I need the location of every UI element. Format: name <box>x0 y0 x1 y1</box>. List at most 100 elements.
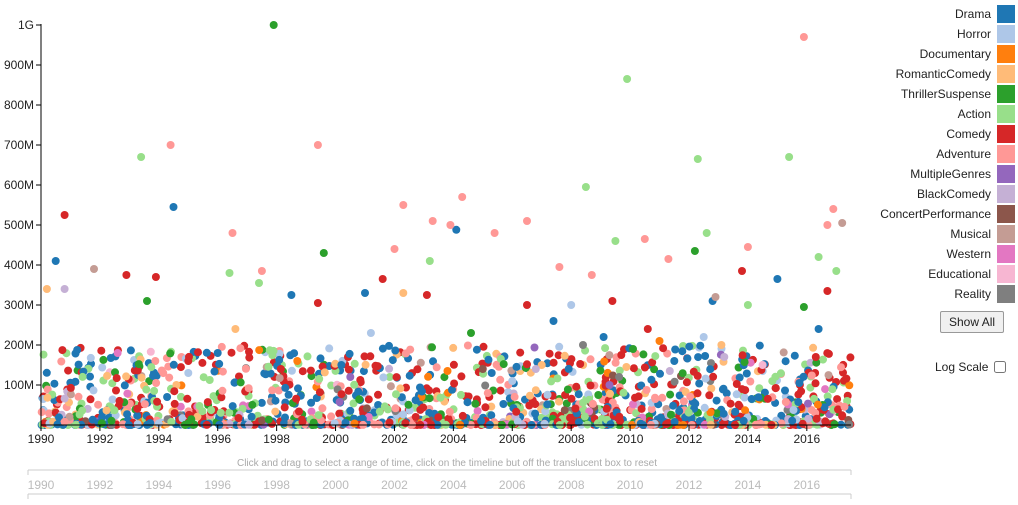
data-point[interactable] <box>602 404 611 413</box>
data-point[interactable] <box>294 384 302 393</box>
data-point[interactable] <box>137 153 146 161</box>
data-point[interactable] <box>840 402 849 411</box>
data-point[interactable] <box>683 354 692 363</box>
data-point[interactable] <box>579 341 587 349</box>
data-point[interactable] <box>758 361 767 369</box>
data-point[interactable] <box>467 329 475 337</box>
data-point[interactable] <box>564 364 573 373</box>
data-point[interactable] <box>720 353 729 361</box>
data-point[interactable] <box>422 291 431 299</box>
data-point[interactable] <box>637 404 646 413</box>
data-point[interactable] <box>746 358 755 367</box>
data-point[interactable] <box>622 363 631 371</box>
data-point[interactable] <box>50 379 59 388</box>
data-point[interactable] <box>225 269 234 277</box>
data-point[interactable] <box>797 387 806 396</box>
legend-item[interactable]: Comedy <box>860 124 1015 144</box>
data-point[interactable] <box>436 393 445 402</box>
data-point[interactable] <box>457 390 465 399</box>
data-point[interactable] <box>392 390 400 399</box>
data-point[interactable] <box>170 409 179 418</box>
data-point[interactable] <box>719 384 728 393</box>
data-point[interactable] <box>112 386 120 395</box>
data-point[interactable] <box>572 382 581 391</box>
data-point[interactable] <box>463 398 472 407</box>
data-point[interactable] <box>513 417 522 426</box>
data-point[interactable] <box>113 349 122 357</box>
data-point[interactable] <box>755 384 764 393</box>
data-point[interactable] <box>255 346 264 355</box>
data-point[interactable] <box>615 373 624 381</box>
data-point[interactable] <box>216 408 225 417</box>
legend-swatch[interactable] <box>997 45 1015 63</box>
data-point[interactable] <box>178 414 187 423</box>
data-point[interactable] <box>615 366 624 375</box>
data-point[interactable] <box>594 391 603 399</box>
data-point[interactable] <box>731 407 740 416</box>
legend-item[interactable]: Adventure <box>860 144 1015 164</box>
data-point[interactable] <box>275 349 284 358</box>
data-point[interactable] <box>399 410 408 419</box>
data-point[interactable] <box>193 412 202 421</box>
data-point[interactable] <box>665 367 674 375</box>
data-point[interactable] <box>150 386 159 395</box>
data-point[interactable] <box>354 387 363 396</box>
data-point[interactable] <box>425 394 434 403</box>
data-point[interactable] <box>452 225 461 234</box>
data-point[interactable] <box>779 348 788 357</box>
data-point[interactable] <box>457 372 466 381</box>
data-point[interactable] <box>65 412 74 421</box>
data-point[interactable] <box>207 406 216 415</box>
data-point[interactable] <box>404 400 413 409</box>
data-point[interactable] <box>133 366 142 375</box>
timeline-brush[interactable]: 1990 1992 1994 1996 1998 2000 2002 2004 2006 2008… <box>27 469 852 499</box>
data-point[interactable] <box>43 393 52 402</box>
data-point[interactable] <box>60 285 69 293</box>
data-point[interactable] <box>271 396 280 405</box>
data-point[interactable] <box>739 416 748 425</box>
data-point[interactable] <box>655 337 664 345</box>
data-point[interactable] <box>313 141 322 149</box>
data-point[interactable] <box>335 398 344 406</box>
data-point[interactable] <box>287 291 296 299</box>
data-point[interactable] <box>687 415 696 423</box>
data-point[interactable] <box>416 383 424 392</box>
data-point[interactable] <box>666 390 675 399</box>
data-point[interactable] <box>378 344 387 353</box>
data-point[interactable] <box>472 345 481 354</box>
data-point[interactable] <box>325 344 334 353</box>
data-point[interactable] <box>695 379 704 388</box>
data-point[interactable] <box>258 416 267 425</box>
legend-item[interactable]: Drama <box>860 4 1015 24</box>
data-point[interactable] <box>574 390 583 399</box>
data-point[interactable] <box>356 376 365 384</box>
data-point[interactable] <box>549 317 558 325</box>
legend-item[interactable]: RomanticComedy <box>860 64 1015 84</box>
data-point[interactable] <box>699 333 708 341</box>
data-point[interactable] <box>102 406 111 415</box>
data-point[interactable] <box>445 407 454 416</box>
data-point[interactable] <box>107 416 116 425</box>
data-point[interactable] <box>789 406 798 414</box>
data-point[interactable] <box>349 399 358 408</box>
data-point[interactable] <box>133 411 142 420</box>
data-point[interactable] <box>350 419 359 428</box>
data-point[interactable] <box>385 364 394 373</box>
data-point[interactable] <box>371 361 380 370</box>
data-point[interactable] <box>399 201 408 209</box>
legend-swatch[interactable] <box>997 105 1015 123</box>
data-point[interactable] <box>785 153 794 161</box>
data-point[interactable] <box>42 368 51 377</box>
data-point[interactable] <box>771 372 780 381</box>
data-point[interactable] <box>508 377 517 385</box>
data-point[interactable] <box>814 253 823 261</box>
data-point[interactable] <box>346 406 355 415</box>
data-point[interactable] <box>331 359 340 368</box>
data-point[interactable] <box>732 380 741 388</box>
data-point[interactable] <box>732 390 741 399</box>
data-point[interactable] <box>236 378 245 387</box>
data-point[interactable] <box>320 368 329 377</box>
data-point[interactable] <box>576 360 585 368</box>
data-point[interactable] <box>298 367 307 376</box>
data-point[interactable] <box>140 400 149 409</box>
